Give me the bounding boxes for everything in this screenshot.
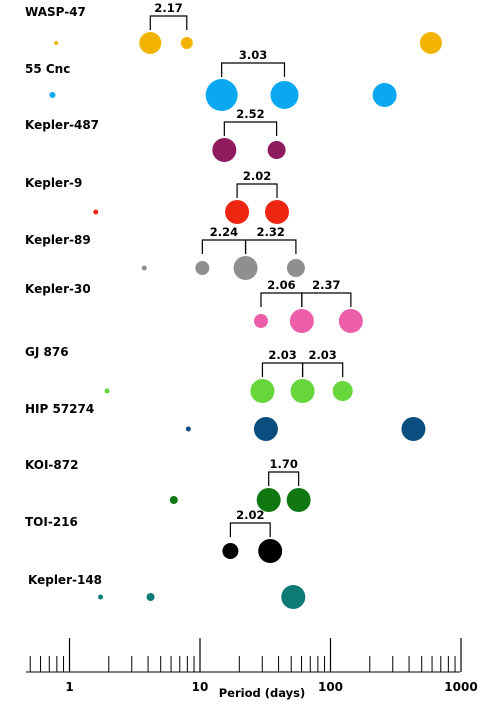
planet-marker bbox=[250, 379, 275, 403]
period-axis: 1 10 100 1000 bbox=[26, 638, 478, 694]
ratio-label: 2.24 bbox=[210, 225, 238, 239]
system-7: GJ 876 2.03 2.03 bbox=[25, 345, 353, 403]
ratio-bracket bbox=[260, 292, 303, 307]
x-axis-title: Period (days) bbox=[219, 686, 305, 700]
system-name: HIP 57274 bbox=[25, 402, 94, 416]
ratio-bracket bbox=[301, 292, 352, 307]
ratio-label: 2.37 bbox=[312, 278, 340, 292]
planet-marker bbox=[233, 256, 258, 280]
planet-marker bbox=[290, 379, 315, 403]
ratio-label: 2.03 bbox=[308, 348, 336, 362]
ratio-bracket bbox=[229, 522, 271, 537]
ratio-bracket bbox=[201, 239, 247, 254]
planet-marker bbox=[205, 79, 238, 111]
planet-marker bbox=[212, 138, 237, 162]
system-9: KOI-872 1.70 bbox=[25, 457, 311, 512]
planet-marker bbox=[54, 41, 59, 45]
planet-marker bbox=[332, 381, 353, 401]
ratio-label: 2.02 bbox=[243, 169, 271, 183]
ratio-label: 3.03 bbox=[239, 48, 267, 62]
planet-marker bbox=[419, 32, 442, 54]
planet-marker bbox=[253, 417, 278, 441]
system-name: Kepler-30 bbox=[25, 282, 91, 296]
tick-label: 1 bbox=[65, 680, 73, 694]
ratio-bracket bbox=[236, 183, 278, 198]
planet-marker bbox=[372, 83, 397, 107]
system-name: Kepler-89 bbox=[25, 233, 91, 247]
system-name: Kepler-148 bbox=[28, 573, 102, 587]
planet-marker bbox=[93, 209, 99, 215]
ratio-label: 2.17 bbox=[154, 1, 182, 15]
system-name: Kepler-9 bbox=[25, 176, 82, 190]
planet-marker bbox=[401, 417, 426, 441]
ratio-bracket bbox=[223, 121, 278, 136]
planet-marker bbox=[267, 141, 286, 159]
ratio-bracket bbox=[301, 362, 344, 377]
system-10: TOI-216 2.02 bbox=[25, 508, 283, 563]
planet-marker bbox=[98, 594, 104, 600]
planet-marker bbox=[180, 37, 193, 49]
planet-marker bbox=[141, 265, 147, 271]
system-name: GJ 876 bbox=[25, 345, 69, 359]
planet-marker bbox=[289, 309, 314, 333]
tick-label: 10 bbox=[192, 680, 209, 694]
system-name: WASP-47 bbox=[25, 5, 86, 19]
planet-marker bbox=[169, 496, 178, 504]
planet-marker bbox=[253, 314, 268, 328]
system-3: Kepler-487 2.52 bbox=[25, 107, 286, 162]
ratio-label: 2.06 bbox=[267, 278, 295, 292]
ratio-label: 2.03 bbox=[268, 348, 296, 362]
system-name: Kepler-487 bbox=[25, 118, 99, 132]
ratio-label: 1.70 bbox=[269, 457, 297, 471]
ratio-bracket bbox=[268, 471, 300, 486]
system-name: TOI-216 bbox=[25, 515, 78, 529]
planet-marker bbox=[222, 543, 239, 559]
ratio-label: 2.32 bbox=[257, 225, 285, 239]
ratio-bracket bbox=[149, 15, 188, 30]
planet-marker bbox=[195, 261, 210, 275]
planet-marker bbox=[270, 81, 299, 109]
system-name: 55 Cnc bbox=[25, 62, 70, 76]
planet-marker bbox=[286, 488, 311, 512]
planet-marker bbox=[281, 585, 306, 609]
system-5: Kepler-89 2.24 2.32 bbox=[25, 225, 305, 280]
planet-marker bbox=[258, 539, 283, 563]
ratio-bracket bbox=[261, 362, 304, 377]
system-1: WASP-47 2.17 bbox=[25, 1, 442, 54]
ratio-label: 2.52 bbox=[236, 107, 264, 121]
planet-marker bbox=[49, 92, 56, 98]
planet-marker bbox=[286, 259, 305, 277]
planet-marker bbox=[338, 309, 363, 333]
ratio-bracket bbox=[221, 62, 286, 77]
planet-marker bbox=[139, 32, 162, 54]
planet-marker bbox=[256, 488, 281, 512]
system-11: Kepler-148 bbox=[28, 573, 306, 609]
system-name: KOI-872 bbox=[25, 458, 78, 472]
planet-marker bbox=[104, 388, 110, 394]
system-2: 55 Cnc 3.03 bbox=[25, 48, 397, 111]
ratio-bracket bbox=[244, 239, 297, 254]
planet-marker bbox=[185, 426, 191, 432]
ratio-label: 2.02 bbox=[236, 508, 264, 522]
tick-label: 100 bbox=[318, 680, 343, 694]
system-8: HIP 57274 bbox=[25, 402, 426, 441]
tick-label: 1000 bbox=[444, 680, 477, 694]
system-6: Kepler-30 2.06 2.37 bbox=[25, 278, 363, 333]
planet-marker bbox=[225, 200, 250, 224]
system-4: Kepler-9 2.02 bbox=[25, 169, 290, 224]
planet-marker bbox=[265, 200, 290, 224]
planet-marker bbox=[146, 593, 155, 601]
